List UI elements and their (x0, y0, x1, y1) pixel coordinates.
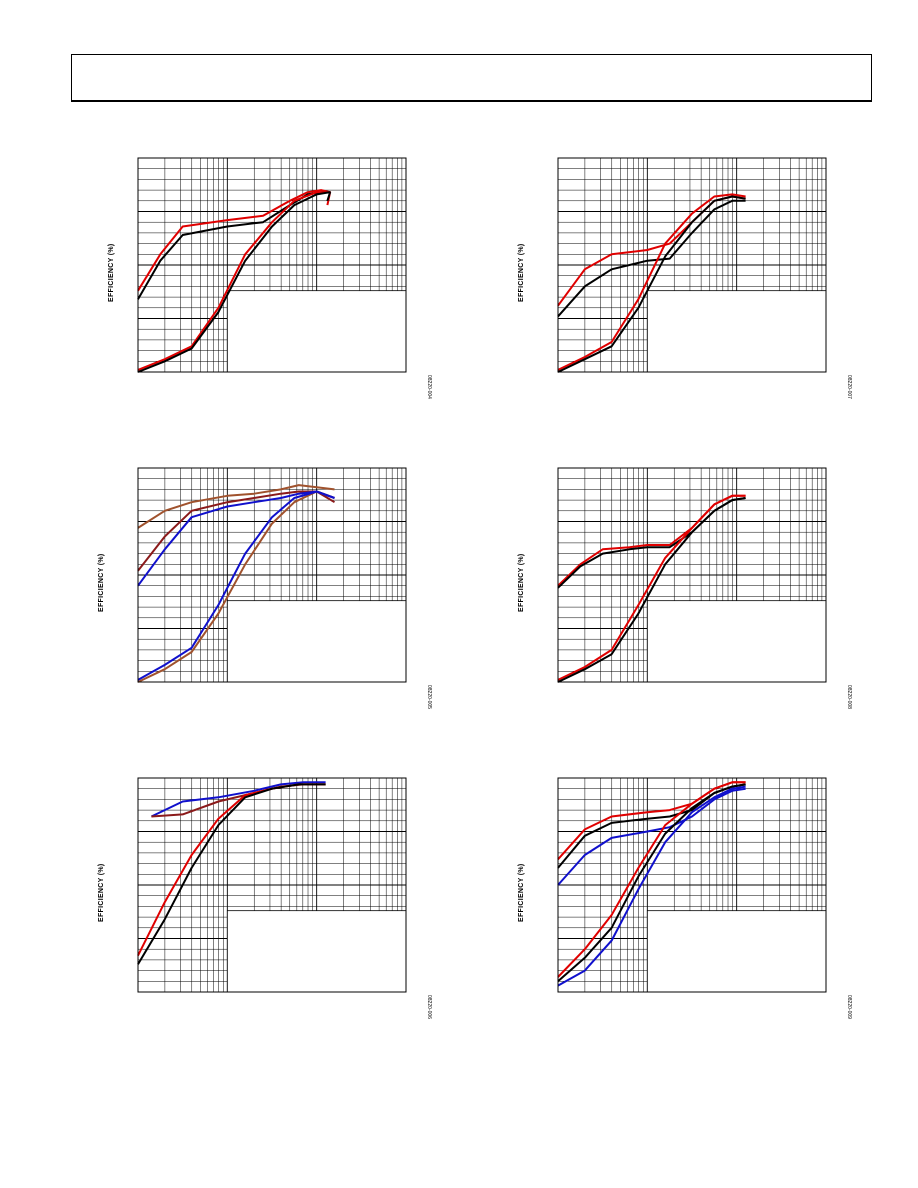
chart-1-figure-id: 08220-004 (426, 375, 432, 399)
plot-border (557, 467, 827, 683)
legend-box (226, 600, 407, 683)
chart-2-svg (557, 157, 827, 373)
legend-box (646, 910, 827, 993)
series-line-5 (557, 783, 746, 983)
series-line-4 (137, 191, 331, 373)
chart-4-ylabel: EFFICIENCY (%) (518, 553, 525, 612)
plot-border (137, 777, 407, 993)
chart-panel-5: EFFICIENCY (%) 08220-006 (98, 770, 432, 1030)
series-line-4 (137, 783, 326, 965)
series-line-1 (150, 781, 326, 818)
page-header-box (71, 54, 872, 102)
series-line-3 (137, 191, 331, 371)
series-line-4 (137, 490, 335, 683)
chart-6-figure-id: 08220-009 (846, 995, 852, 1019)
plot-border (557, 777, 827, 993)
plot-border (137, 157, 407, 373)
series-line-3 (557, 787, 746, 886)
chart-panel-6: EFFICIENCY (%) 08220-009 (518, 770, 852, 1030)
chart-5-ylabel: EFFICIENCY (%) (98, 863, 105, 922)
legend-box (226, 290, 407, 373)
chart-6-svg (557, 777, 827, 993)
series-line-4 (557, 781, 746, 978)
series-line-2 (557, 199, 746, 318)
series-line-5 (137, 490, 335, 681)
series-line-1 (137, 484, 335, 529)
chart-4-svg (557, 467, 827, 683)
chart-3-figure-id: 08220-005 (426, 685, 432, 709)
legend-box (646, 290, 827, 373)
chart-3-svg (137, 467, 407, 683)
chart-3-ylabel: EFFICIENCY (%) (98, 553, 105, 612)
series-line-3 (557, 494, 746, 681)
series-line-4 (557, 195, 746, 373)
chart-1-svg (137, 157, 407, 373)
plot-border (557, 157, 827, 373)
chart-panel-2: EFFICIENCY (%) 08220-007 (518, 150, 852, 410)
chart-5-svg (137, 777, 407, 993)
chart-4-figure-id: 08220-008 (846, 685, 852, 709)
chart-5-figure-id: 08220-006 (426, 995, 432, 1019)
series-line-1 (137, 189, 332, 292)
legend-box (646, 600, 827, 683)
chart-panel-4: EFFICIENCY (%) 08220-008 (518, 460, 852, 720)
chart-2-ylabel: EFFICIENCY (%) (518, 243, 525, 302)
series-line-3 (557, 193, 746, 371)
legend-box (226, 910, 407, 993)
series-line-4 (557, 497, 746, 683)
chart-6-ylabel: EFFICIENCY (%) (518, 863, 525, 922)
series-line-6 (557, 785, 746, 987)
plot-border (137, 467, 407, 683)
chart-2-figure-id: 08220-007 (846, 375, 852, 399)
chart-panel-1: EFFICIENCY (%) 08220-004 (108, 150, 432, 410)
chart-panel-3: EFFICIENCY (%) 08220-005 (98, 460, 432, 720)
chart-1-ylabel: EFFICIENCY (%) (108, 243, 115, 302)
